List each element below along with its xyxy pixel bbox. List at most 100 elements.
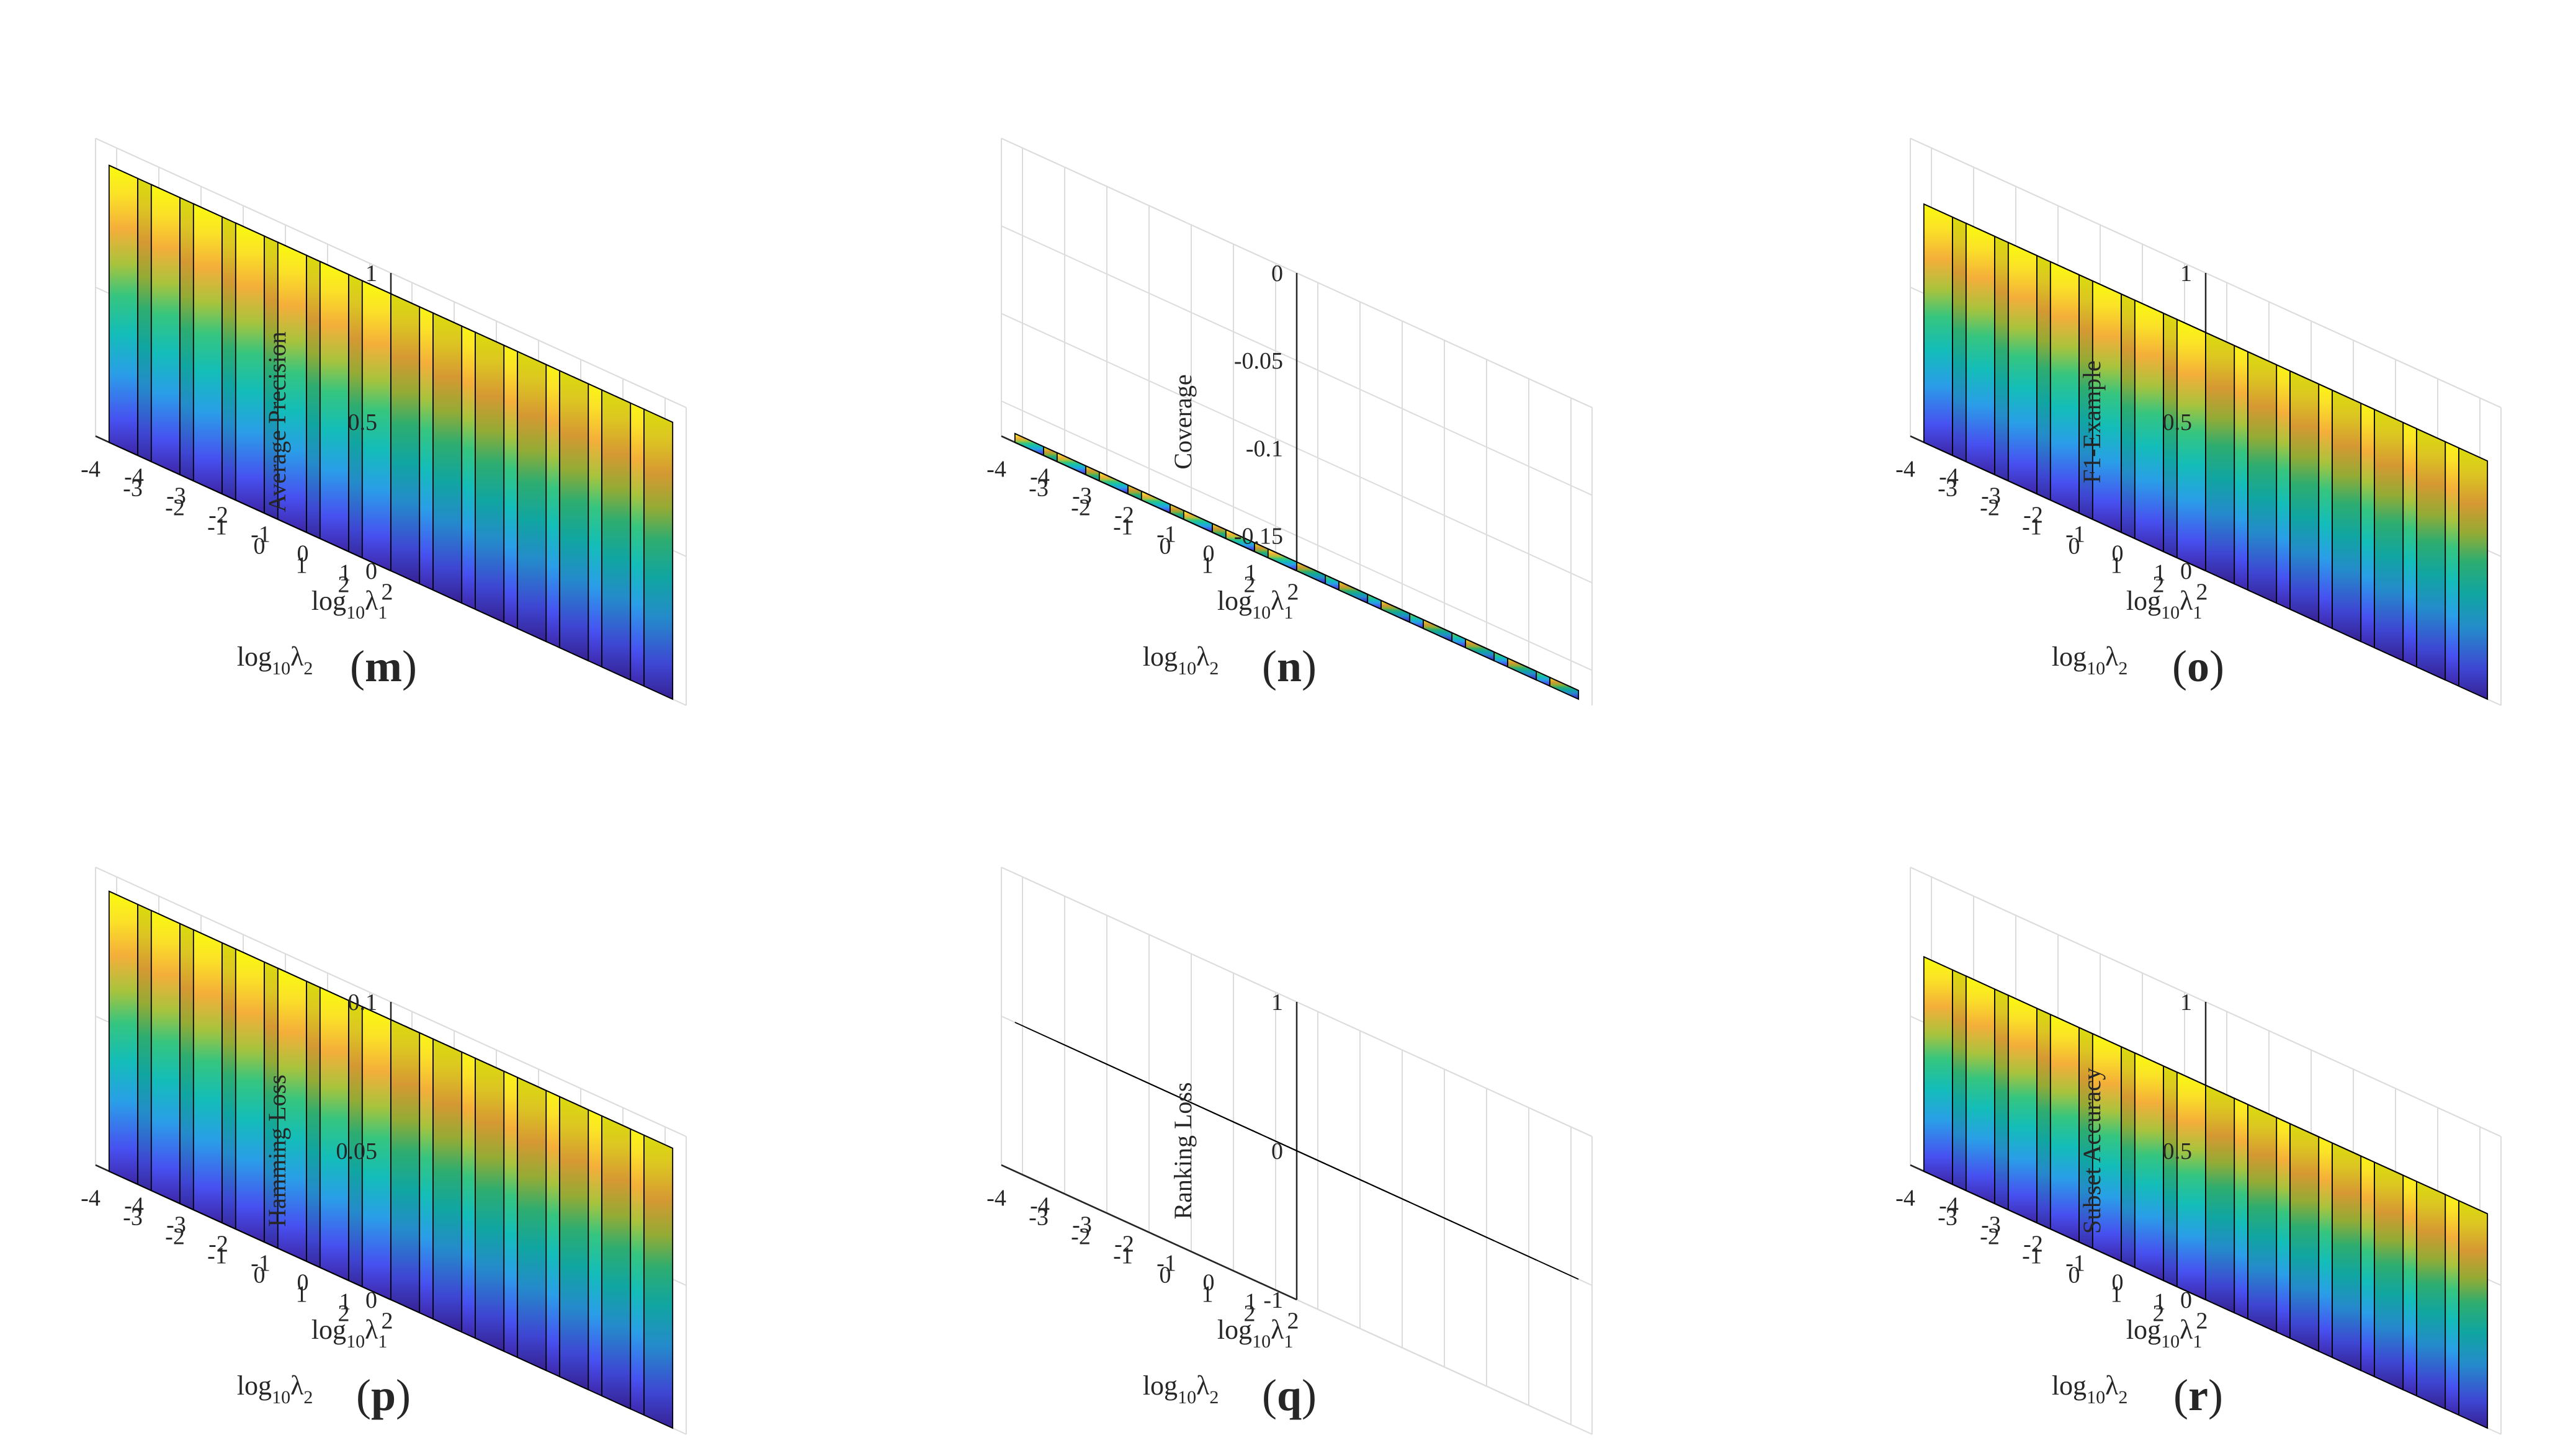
bar-top-face: [2219, 1091, 2277, 1119]
y-tick-label: 0: [2069, 1262, 2080, 1289]
bar-6-3: [2302, 1128, 2362, 1372]
z-tick-label: -0.15: [1234, 524, 1283, 550]
bar-top-face: [446, 1044, 504, 1072]
bar-side-shade: [602, 390, 631, 681]
bar-front-face: [2049, 261, 2080, 514]
bar-6-1: [1310, 1156, 1368, 1184]
bar-side-shade: [475, 332, 504, 623]
bar-top-face: [615, 1121, 673, 1149]
bar-top-face: [573, 1102, 631, 1130]
bars: [1923, 203, 2489, 700]
bar-6-0: [361, 280, 421, 585]
bar-top-face: [2303, 1129, 2361, 1157]
y-tick-label: 0: [2069, 534, 2080, 560]
bar-side-shade: [602, 1115, 631, 1409]
y-tick-label: -2: [165, 495, 185, 521]
z-axis-label: F1-Example: [2078, 360, 2106, 483]
bar-side-shade: [2417, 1181, 2446, 1409]
x-tick-label: 0: [297, 1270, 309, 1296]
bar-6-0: [361, 1006, 421, 1314]
bar-side-shade: [2417, 429, 2446, 681]
y-tick-label: 1: [1202, 553, 1214, 579]
bar-top-face: [2303, 377, 2361, 404]
bar-top-face: [1310, 1156, 1368, 1184]
x-tick-label: 2: [1287, 1308, 1299, 1334]
bar-top-face: [488, 1063, 547, 1091]
bar-top-face: [362, 280, 420, 308]
bar-side-shade: [644, 1135, 673, 1429]
y-tick-label: -1: [2022, 514, 2042, 540]
x-tick-label: 2: [2196, 1308, 2208, 1334]
bar-top-face: [2430, 1187, 2488, 1215]
x-tick-label: -3: [166, 483, 186, 509]
z-axis-label: Average Precision: [263, 331, 291, 512]
bar-side-shade: [2248, 352, 2277, 604]
bar-top-face: [2345, 1148, 2404, 1176]
x-tick-label: -3: [1072, 483, 1092, 509]
bar-6-0: [1268, 1137, 1326, 1164]
x-tick-label: -2: [2023, 1231, 2043, 1257]
z-axis-label: Subset Accuracy: [2078, 1068, 2106, 1234]
z-tick-label: 0.5: [348, 409, 378, 435]
bar-side-shade: [1423, 619, 1452, 642]
bar-side-shade: [1339, 581, 1368, 604]
y-tick-label: -3: [1938, 1205, 1957, 1231]
y-tick-label: 0: [1160, 534, 1171, 560]
bars: [1014, 432, 1580, 700]
bar-front-face: [319, 986, 349, 1282]
bar-front-face: [1923, 203, 1953, 457]
x-tick-label: 1: [339, 1289, 351, 1315]
y-tick-label: -1: [207, 514, 227, 540]
x-tick-label: -1: [2065, 1251, 2085, 1277]
x-tick-label: 1: [2154, 560, 2166, 586]
bar-top-face: [1394, 1195, 1452, 1222]
x-tick-label: -3: [1981, 483, 2001, 509]
bar-top-face: [573, 376, 631, 404]
x-tick-label: 0: [297, 541, 309, 567]
bar-6-2: [1352, 1176, 1410, 1203]
y-tick-label: 1: [296, 1282, 308, 1308]
bar-6-6: [1521, 1253, 1579, 1280]
y-tick-label: 1: [296, 553, 308, 579]
bar-6-4: [2345, 395, 2404, 662]
bar-side-shade: [433, 313, 462, 604]
x-tick-label: -4: [124, 464, 144, 490]
bar-6-0: [2176, 1071, 2235, 1314]
x-tick-label: -3: [1981, 1212, 2001, 1238]
bar-side-shade: [517, 351, 547, 642]
y-axis-label: log10λ2: [237, 1370, 313, 1408]
z-tick-label: 0: [365, 1287, 377, 1313]
y-tick-label: -4: [1895, 457, 1915, 483]
x-tick-label: -3: [1072, 1212, 1092, 1238]
y-tick-label: -3: [1029, 1205, 1049, 1231]
bar-side-shade: [1550, 677, 1579, 700]
bar-top-face: [1268, 548, 1326, 576]
bar-side-shade: [560, 370, 589, 661]
z-tick-label: -1: [1263, 1287, 1283, 1313]
bar-side-shade: [391, 293, 420, 584]
z-tick-label: 0.5: [2163, 1138, 2193, 1164]
bar-top-face: [1352, 586, 1410, 614]
y-tick-label: -3: [1938, 476, 1957, 502]
z-tick-label: 0: [1271, 1138, 1283, 1164]
bar-6-4: [1436, 1214, 1495, 1241]
bar-top-face: [2176, 1071, 2235, 1099]
bar-top-face: [2345, 396, 2404, 423]
x-axis-label: log10λ1: [311, 1315, 388, 1352]
bars: [1014, 1022, 1579, 1280]
y-tick-label: -2: [1071, 1224, 1091, 1250]
axes-box-edge: [390, 1001, 687, 1137]
x-tick-label: 0: [2112, 541, 2124, 567]
bar-top-face: [2261, 1110, 2319, 1138]
bar-side-shade: [2290, 371, 2319, 623]
panel-letter: (q): [1262, 1370, 1317, 1420]
y-tick-label: -1: [207, 1243, 227, 1269]
x-tick-label: -2: [2023, 502, 2043, 529]
y-axis-label: log10λ2: [1143, 641, 1219, 679]
z-tick-label: 0: [365, 558, 377, 584]
axes-box-edge: [2205, 272, 2502, 408]
bar-side-shade: [2374, 409, 2404, 661]
bar-front-face: [2134, 1052, 2164, 1282]
